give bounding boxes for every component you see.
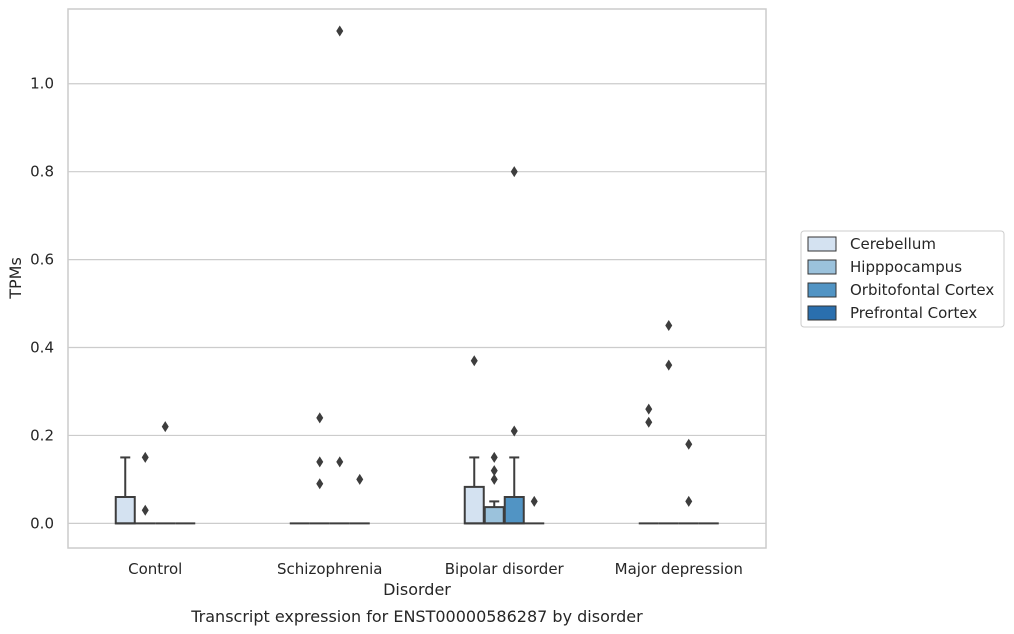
box-cerebellum: [463, 355, 485, 525]
legend-label: Hipppocampus: [850, 258, 962, 276]
gridlines: [68, 83, 766, 524]
x-axis-label: Disorder: [383, 580, 451, 599]
legend-label: Prefrontal Cortex: [850, 304, 977, 322]
outlier-point: [530, 495, 538, 507]
legend-label: Orbitofontal Cortex: [850, 281, 994, 299]
outlier-point: [685, 495, 693, 507]
box-cerebellum: [638, 403, 659, 525]
outlier-point: [316, 412, 324, 424]
box-body: [503, 496, 525, 525]
outlier-point: [645, 403, 653, 415]
outlier-point: [490, 451, 498, 463]
x-tick-labels: Control Schizophrenia Bipolar disorder Majo…: [128, 560, 743, 578]
y-tick-label: 0.2: [30, 426, 54, 444]
outlier-point: [316, 456, 324, 468]
figure-caption: Transcript expression for ENST0000058628…: [190, 607, 643, 626]
box-body: [463, 485, 485, 525]
outlier-point: [685, 438, 693, 450]
x-tick-label: Bipolar disorder: [445, 560, 565, 578]
y-tick-label: 0.4: [30, 339, 54, 357]
box-orbitofontal-cortex: [329, 25, 350, 525]
outlier-point: [316, 478, 324, 490]
outlier-point: [490, 473, 498, 485]
plot-frame: [67, 8, 767, 549]
legend-swatch: [807, 236, 837, 252]
box-hipppocampus: [309, 412, 330, 525]
outlier-point: [356, 473, 364, 485]
outlier-point: [510, 425, 518, 437]
box-prefrontal-cortex: [349, 473, 370, 525]
legend: Cerebellum Hipppocampus Orbitofontal Corte…: [800, 230, 1005, 328]
x-tick-label: Control: [128, 560, 182, 578]
y-tick-labels: 0.0 0.2 0.4 0.6 0.8 1.0: [30, 75, 54, 533]
outlier-point: [336, 25, 344, 37]
legend-swatch: [807, 282, 837, 298]
y-tick-label: 0.0: [30, 514, 54, 532]
outlier-point: [665, 359, 673, 371]
outlier-point: [490, 465, 498, 477]
outlier-point: [665, 320, 673, 332]
legend-frame: [800, 230, 1005, 328]
box-cerebellum: [114, 456, 136, 525]
x-tick-label: Major depression: [615, 560, 743, 578]
outlier-point: [510, 166, 518, 178]
outlier-point: [141, 504, 149, 516]
box-orbitofontal-cortex: [678, 438, 699, 525]
y-tick-label: 0.8: [30, 163, 54, 181]
box-prefrontal-cortex: [524, 495, 545, 525]
outlier-point: [141, 451, 149, 463]
legend-swatch: [807, 259, 837, 275]
legend-label: Cerebellum: [850, 235, 936, 253]
box-hipppocampus: [135, 451, 156, 525]
y-tick-label: 1.0: [30, 75, 54, 93]
outlier-point: [645, 416, 653, 428]
box-body: [483, 506, 505, 525]
box-orbitofontal-cortex: [155, 421, 176, 525]
box-hipppocampus: [658, 320, 679, 525]
x-tick-label: Schizophrenia: [277, 560, 382, 578]
outlier-point: [336, 456, 344, 468]
boxes: [114, 25, 719, 525]
box-body: [114, 496, 136, 525]
y-tick-label: 0.6: [30, 251, 54, 269]
legend-swatch: [807, 305, 837, 321]
outlier-point: [470, 355, 478, 367]
outlier-point: [161, 421, 169, 433]
box-orbitofontal-cortex: [503, 166, 525, 525]
y-axis-label: TPMs: [6, 257, 25, 300]
box-hipppocampus: [483, 451, 505, 525]
